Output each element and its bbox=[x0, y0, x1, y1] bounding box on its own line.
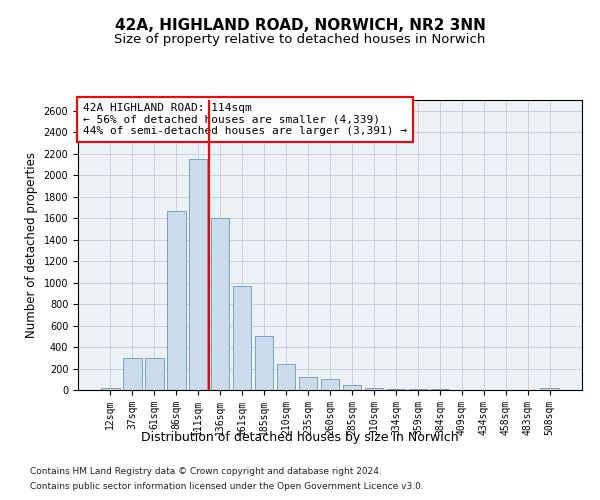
Bar bbox=[541, 388, 559, 390]
Text: Size of property relative to detached houses in Norwich: Size of property relative to detached ho… bbox=[115, 32, 485, 46]
Bar bbox=[145, 358, 164, 390]
Text: Distribution of detached houses by size in Norwich: Distribution of detached houses by size … bbox=[141, 431, 459, 444]
Text: 42A, HIGHLAND ROAD, NORWICH, NR2 3NN: 42A, HIGHLAND ROAD, NORWICH, NR2 3NN bbox=[115, 18, 485, 32]
Bar bbox=[123, 358, 142, 390]
Bar bbox=[386, 389, 405, 390]
Bar bbox=[233, 286, 251, 390]
Y-axis label: Number of detached properties: Number of detached properties bbox=[25, 152, 38, 338]
Text: Contains public sector information licensed under the Open Government Licence v3: Contains public sector information licen… bbox=[30, 482, 424, 491]
Bar bbox=[211, 218, 229, 390]
Bar bbox=[365, 388, 383, 390]
Text: Contains HM Land Registry data © Crown copyright and database right 2024.: Contains HM Land Registry data © Crown c… bbox=[30, 467, 382, 476]
Bar bbox=[299, 377, 317, 390]
Bar bbox=[255, 336, 274, 390]
Bar bbox=[320, 380, 340, 390]
Bar bbox=[167, 210, 185, 390]
Bar bbox=[343, 385, 361, 390]
Bar bbox=[101, 388, 119, 390]
Text: 42A HIGHLAND ROAD: 114sqm
← 56% of detached houses are smaller (4,339)
44% of se: 42A HIGHLAND ROAD: 114sqm ← 56% of detac… bbox=[83, 103, 407, 136]
Bar bbox=[189, 159, 208, 390]
Bar bbox=[277, 364, 295, 390]
